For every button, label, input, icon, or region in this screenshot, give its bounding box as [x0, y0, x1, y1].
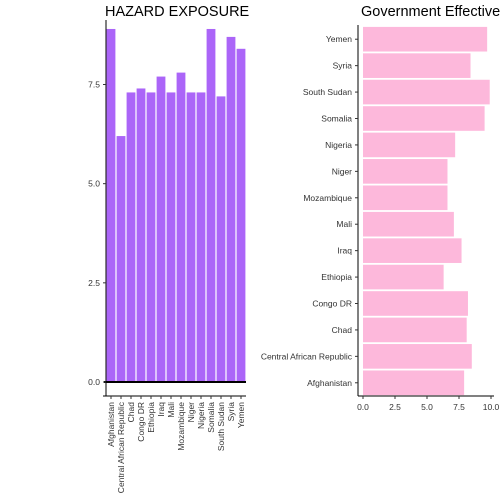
bar-afghanistan: [106, 28, 116, 382]
x-tick-label: 10.0: [483, 402, 500, 412]
hazard-exposure-bars: [104, 28, 246, 383]
bar-central-african-republic: [363, 344, 472, 369]
government-effective-title: Government Effective: [361, 4, 500, 20]
bar-congo-dr: [363, 291, 468, 316]
x-tick-label-south-sudan: South Sudan: [216, 402, 226, 451]
x-tick-label-syria: Syria: [226, 402, 236, 422]
bar-mozambique: [363, 185, 448, 211]
y-tick-label-iraq: Iraq: [337, 246, 352, 256]
bar-afghanistan: [363, 370, 465, 396]
bar-south-sudan: [216, 96, 226, 383]
x-tick-label-mali: Mali: [166, 402, 176, 418]
x-tick-label-chad: Chad: [126, 402, 136, 423]
y-tick-label-central-african-republic: Central African Republic: [261, 351, 353, 361]
bar-somalia: [363, 106, 485, 131]
y-tick-label-afghanistan: Afghanistan: [307, 378, 352, 388]
x-tick-label-iraq: Iraq: [156, 402, 166, 417]
y-tick-label: 2.5: [88, 278, 100, 288]
y-tick-label: 0.0: [88, 377, 100, 387]
bar-central-african-republic: [116, 136, 126, 382]
x-tick-label: 2.5: [389, 402, 401, 412]
y-tick-label-niger: Niger: [332, 166, 352, 176]
bar-mozambique: [176, 72, 186, 382]
x-tick-label-ethiopia: Ethiopia: [146, 402, 156, 433]
y-tick-label: 5.0: [88, 179, 100, 189]
bar-south-sudan: [363, 79, 490, 105]
government-effective-bars: [363, 26, 490, 396]
x-tick-label-yemen: Yemen: [236, 402, 246, 428]
bar-iraq: [156, 76, 166, 383]
government-effective-x-axis: 0.0 2.5 5.0 7.5 10.0: [357, 395, 500, 412]
bar-niger: [363, 159, 448, 184]
y-tick-label: 7.5: [88, 80, 100, 90]
x-tick-label-mozambique: Mozambique: [176, 402, 186, 451]
y-tick-label-mali: Mali: [336, 219, 352, 229]
bar-nigeria: [196, 92, 206, 382]
bar-niger: [186, 92, 196, 382]
hazard-exposure-title: HAZARD EXPOSURE: [105, 4, 250, 20]
bar-ethiopia: [363, 264, 444, 290]
y-tick-label-congo-dr: Congo DR: [312, 299, 352, 309]
bar-nigeria: [363, 132, 456, 158]
bar-syria: [226, 36, 236, 383]
bar-yemen: [236, 48, 246, 383]
bar-chad: [363, 317, 467, 343]
x-tick-label-afghanistan: Afghanistan: [106, 402, 116, 447]
government-effective-y-axis: Afghanistan Central African Republic Chad C…: [261, 25, 359, 396]
bar-chad: [126, 92, 136, 382]
y-tick-label-south-sudan: South Sudan: [303, 87, 352, 97]
y-tick-label-chad: Chad: [332, 325, 353, 335]
government-effective-chart: Government Effective Afghanistan Central …: [261, 4, 500, 412]
bar-yemen: [363, 26, 488, 52]
y-tick-label-yemen: Yemen: [326, 34, 352, 44]
hazard-exposure-chart: HAZARD EXPOSURE 0.0 2.5 5.0 7.5 Afghanistan…: [88, 4, 249, 493]
y-tick-label-nigeria: Nigeria: [325, 140, 352, 150]
hazard-exposure-x-axis: Afghanistan Central African Republic Chad C…: [103, 395, 246, 493]
y-tick-label-mozambique: Mozambique: [303, 193, 352, 203]
x-tick-label-niger: Niger: [186, 402, 196, 422]
y-tick-label-syria: Syria: [333, 61, 353, 71]
x-tick-label-central-african-republic: Central African Republic: [116, 401, 126, 493]
x-tick-label-nigeria: Nigeria: [196, 402, 206, 429]
bar-iraq: [363, 238, 462, 263]
x-tick-label-somalia: Somalia: [206, 402, 216, 433]
y-tick-label-somalia: Somalia: [321, 114, 352, 124]
bar-syria: [363, 53, 471, 78]
x-tick-label-congo-dr: Congo DR: [136, 402, 146, 442]
bar-mali: [166, 92, 176, 382]
x-tick-label: 0.0: [357, 402, 369, 412]
y-tick-label-ethiopia: Ethiopia: [321, 272, 352, 282]
bar-mali: [363, 211, 454, 237]
x-tick-label: 5.0: [421, 402, 433, 412]
x-tick-label: 7.5: [453, 402, 465, 412]
bar-congo-dr: [136, 88, 146, 382]
bar-somalia: [206, 28, 216, 382]
bar-ethiopia: [146, 92, 156, 382]
hazard-exposure-y-axis: 0.0 2.5 5.0 7.5: [88, 20, 107, 396]
